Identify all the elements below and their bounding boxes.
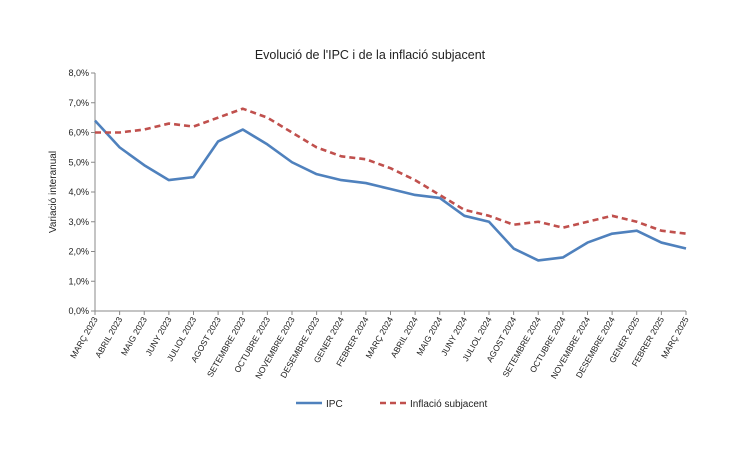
y-tick-label: 2,0% xyxy=(68,247,89,257)
y-tick-label: 3,0% xyxy=(68,217,89,227)
legend-label: Inflació subjacent xyxy=(410,399,487,410)
series-line-inflacio-subjacent xyxy=(95,109,686,234)
chart-title: Evolució de l'IPC i de la inflació subja… xyxy=(255,48,486,62)
series-group xyxy=(95,109,686,261)
y-tick-label: 4,0% xyxy=(68,187,89,197)
y-tick-label: 8,0% xyxy=(68,68,89,78)
y-tick-label: 5,0% xyxy=(68,157,89,167)
y-tick-label: 6,0% xyxy=(68,128,89,138)
series-line-ipc xyxy=(95,121,686,261)
legend: IPC Inflació subjacent xyxy=(296,399,487,410)
y-axis-label: Variació interanual xyxy=(48,151,59,233)
y-tick-label: 1,0% xyxy=(68,276,89,286)
axes: 0,0%1,0%2,0%3,0%4,0%5,0%6,0%7,0%8,0%MARÇ… xyxy=(68,68,691,381)
y-tick-label: 7,0% xyxy=(68,98,89,108)
legend-label: IPC xyxy=(326,399,343,410)
y-tick-label: 0,0% xyxy=(68,306,89,316)
